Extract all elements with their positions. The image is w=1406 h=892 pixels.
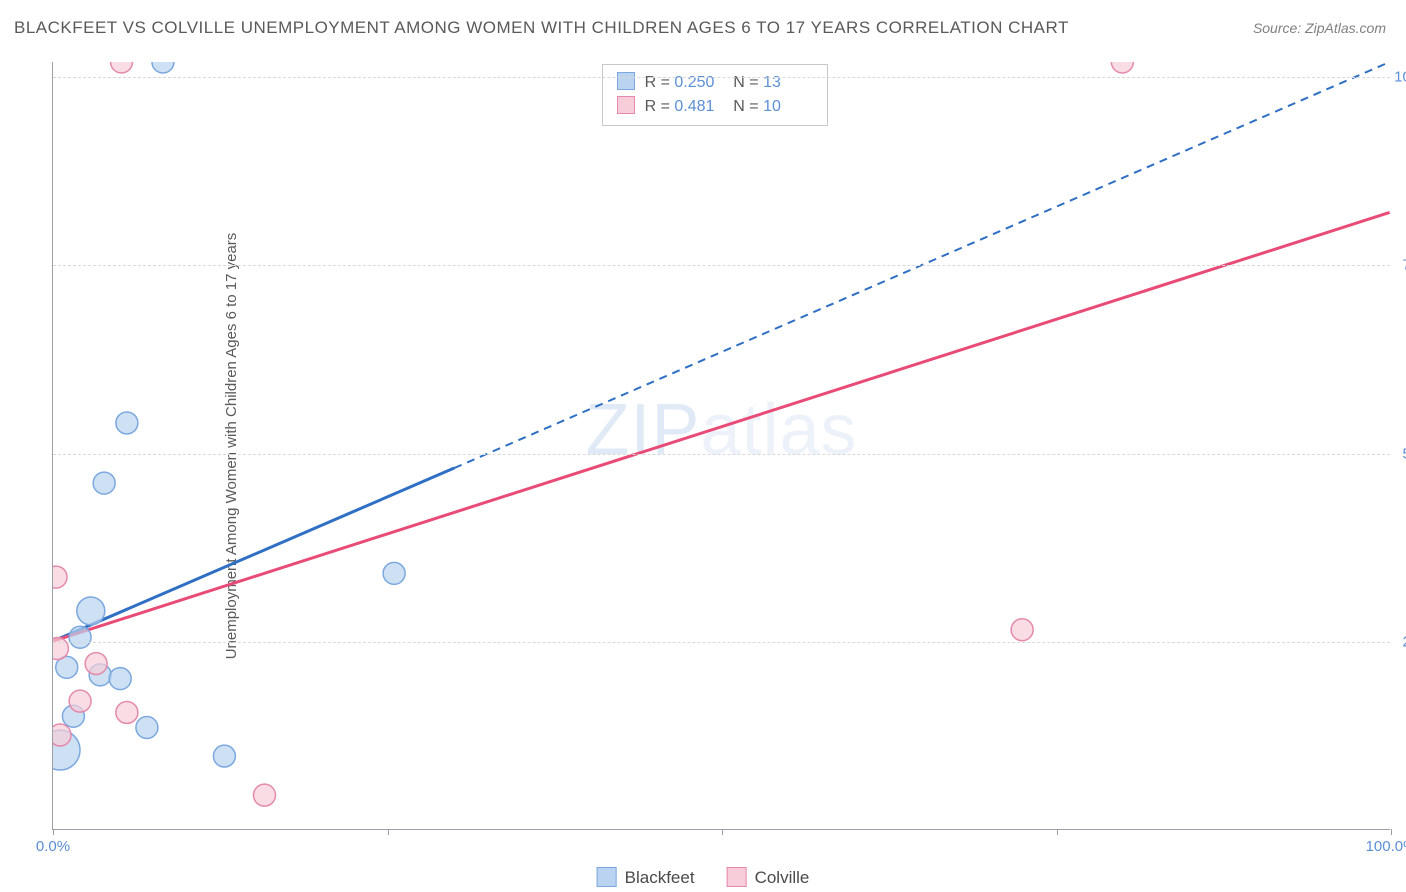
data-point (53, 730, 80, 770)
legend-stat-key: N = (733, 98, 763, 115)
x-tick (1391, 829, 1392, 835)
y-tick-label: 100.0% (1394, 69, 1406, 86)
data-point (56, 656, 78, 678)
trend-line (53, 212, 1389, 641)
data-point (53, 724, 71, 746)
x-tick (388, 829, 389, 835)
legend-swatch (597, 867, 617, 887)
x-tick (53, 829, 54, 835)
legend-swatch (727, 867, 747, 887)
chart-title: BLACKFEET VS COLVILLE UNEMPLOYMENT AMONG… (14, 18, 1069, 38)
data-point (152, 62, 174, 73)
legend-correlation: R = 0.250 N = 13R = 0.481 N = 10 (602, 64, 828, 126)
data-point (383, 562, 405, 584)
x-tick (722, 829, 723, 835)
data-point (116, 412, 138, 434)
legend-r-value: 0.481 (674, 95, 724, 119)
data-point (93, 472, 115, 494)
data-point (109, 668, 131, 690)
data-point (69, 626, 91, 648)
data-point (116, 701, 138, 723)
legend-swatch (617, 96, 635, 114)
legend-row: R = 0.250 N = 13 (617, 71, 813, 95)
data-point (136, 716, 158, 738)
legend-stat-key: R = (645, 98, 675, 115)
legend-item: Blackfeet (597, 868, 695, 887)
chart-svg (53, 62, 1390, 829)
data-point (89, 664, 111, 686)
legend-label: Colville (755, 868, 810, 887)
x-tick (1057, 829, 1058, 835)
data-point (53, 566, 67, 588)
source-attribution: Source: ZipAtlas.com (1253, 20, 1386, 36)
legend-n-value: 13 (763, 71, 813, 95)
x-tick-label: 100.0% (1366, 838, 1406, 855)
x-tick-label: 0.0% (36, 838, 70, 855)
data-point (213, 745, 235, 767)
data-point (69, 690, 91, 712)
data-point (111, 62, 133, 73)
y-tick-label: 50.0% (1402, 445, 1406, 462)
data-point (85, 653, 107, 675)
data-point (77, 597, 105, 625)
data-point (254, 784, 276, 806)
data-point (62, 705, 84, 727)
plot-area: ZIPatlas R = 0.250 N = 13R = 0.481 N = 1… (52, 62, 1390, 830)
grid-line (53, 265, 1390, 266)
legend-item: Colville (727, 868, 810, 887)
legend-label: Blackfeet (625, 868, 695, 887)
legend-swatch (617, 72, 635, 90)
trend-line (53, 468, 454, 641)
grid-line (53, 642, 1390, 643)
data-point (1011, 619, 1033, 641)
legend-r-value: 0.250 (674, 71, 724, 95)
data-point (1111, 62, 1133, 73)
grid-line (53, 454, 1390, 455)
legend-n-value: 10 (763, 95, 813, 119)
watermark: ZIPatlas (585, 389, 857, 471)
legend-row: R = 0.481 N = 10 (617, 95, 813, 119)
grid-line (53, 77, 1390, 78)
legend-series: Blackfeet Colville (581, 867, 826, 888)
y-tick-label: 75.0% (1402, 257, 1406, 274)
y-tick-label: 25.0% (1402, 633, 1406, 650)
